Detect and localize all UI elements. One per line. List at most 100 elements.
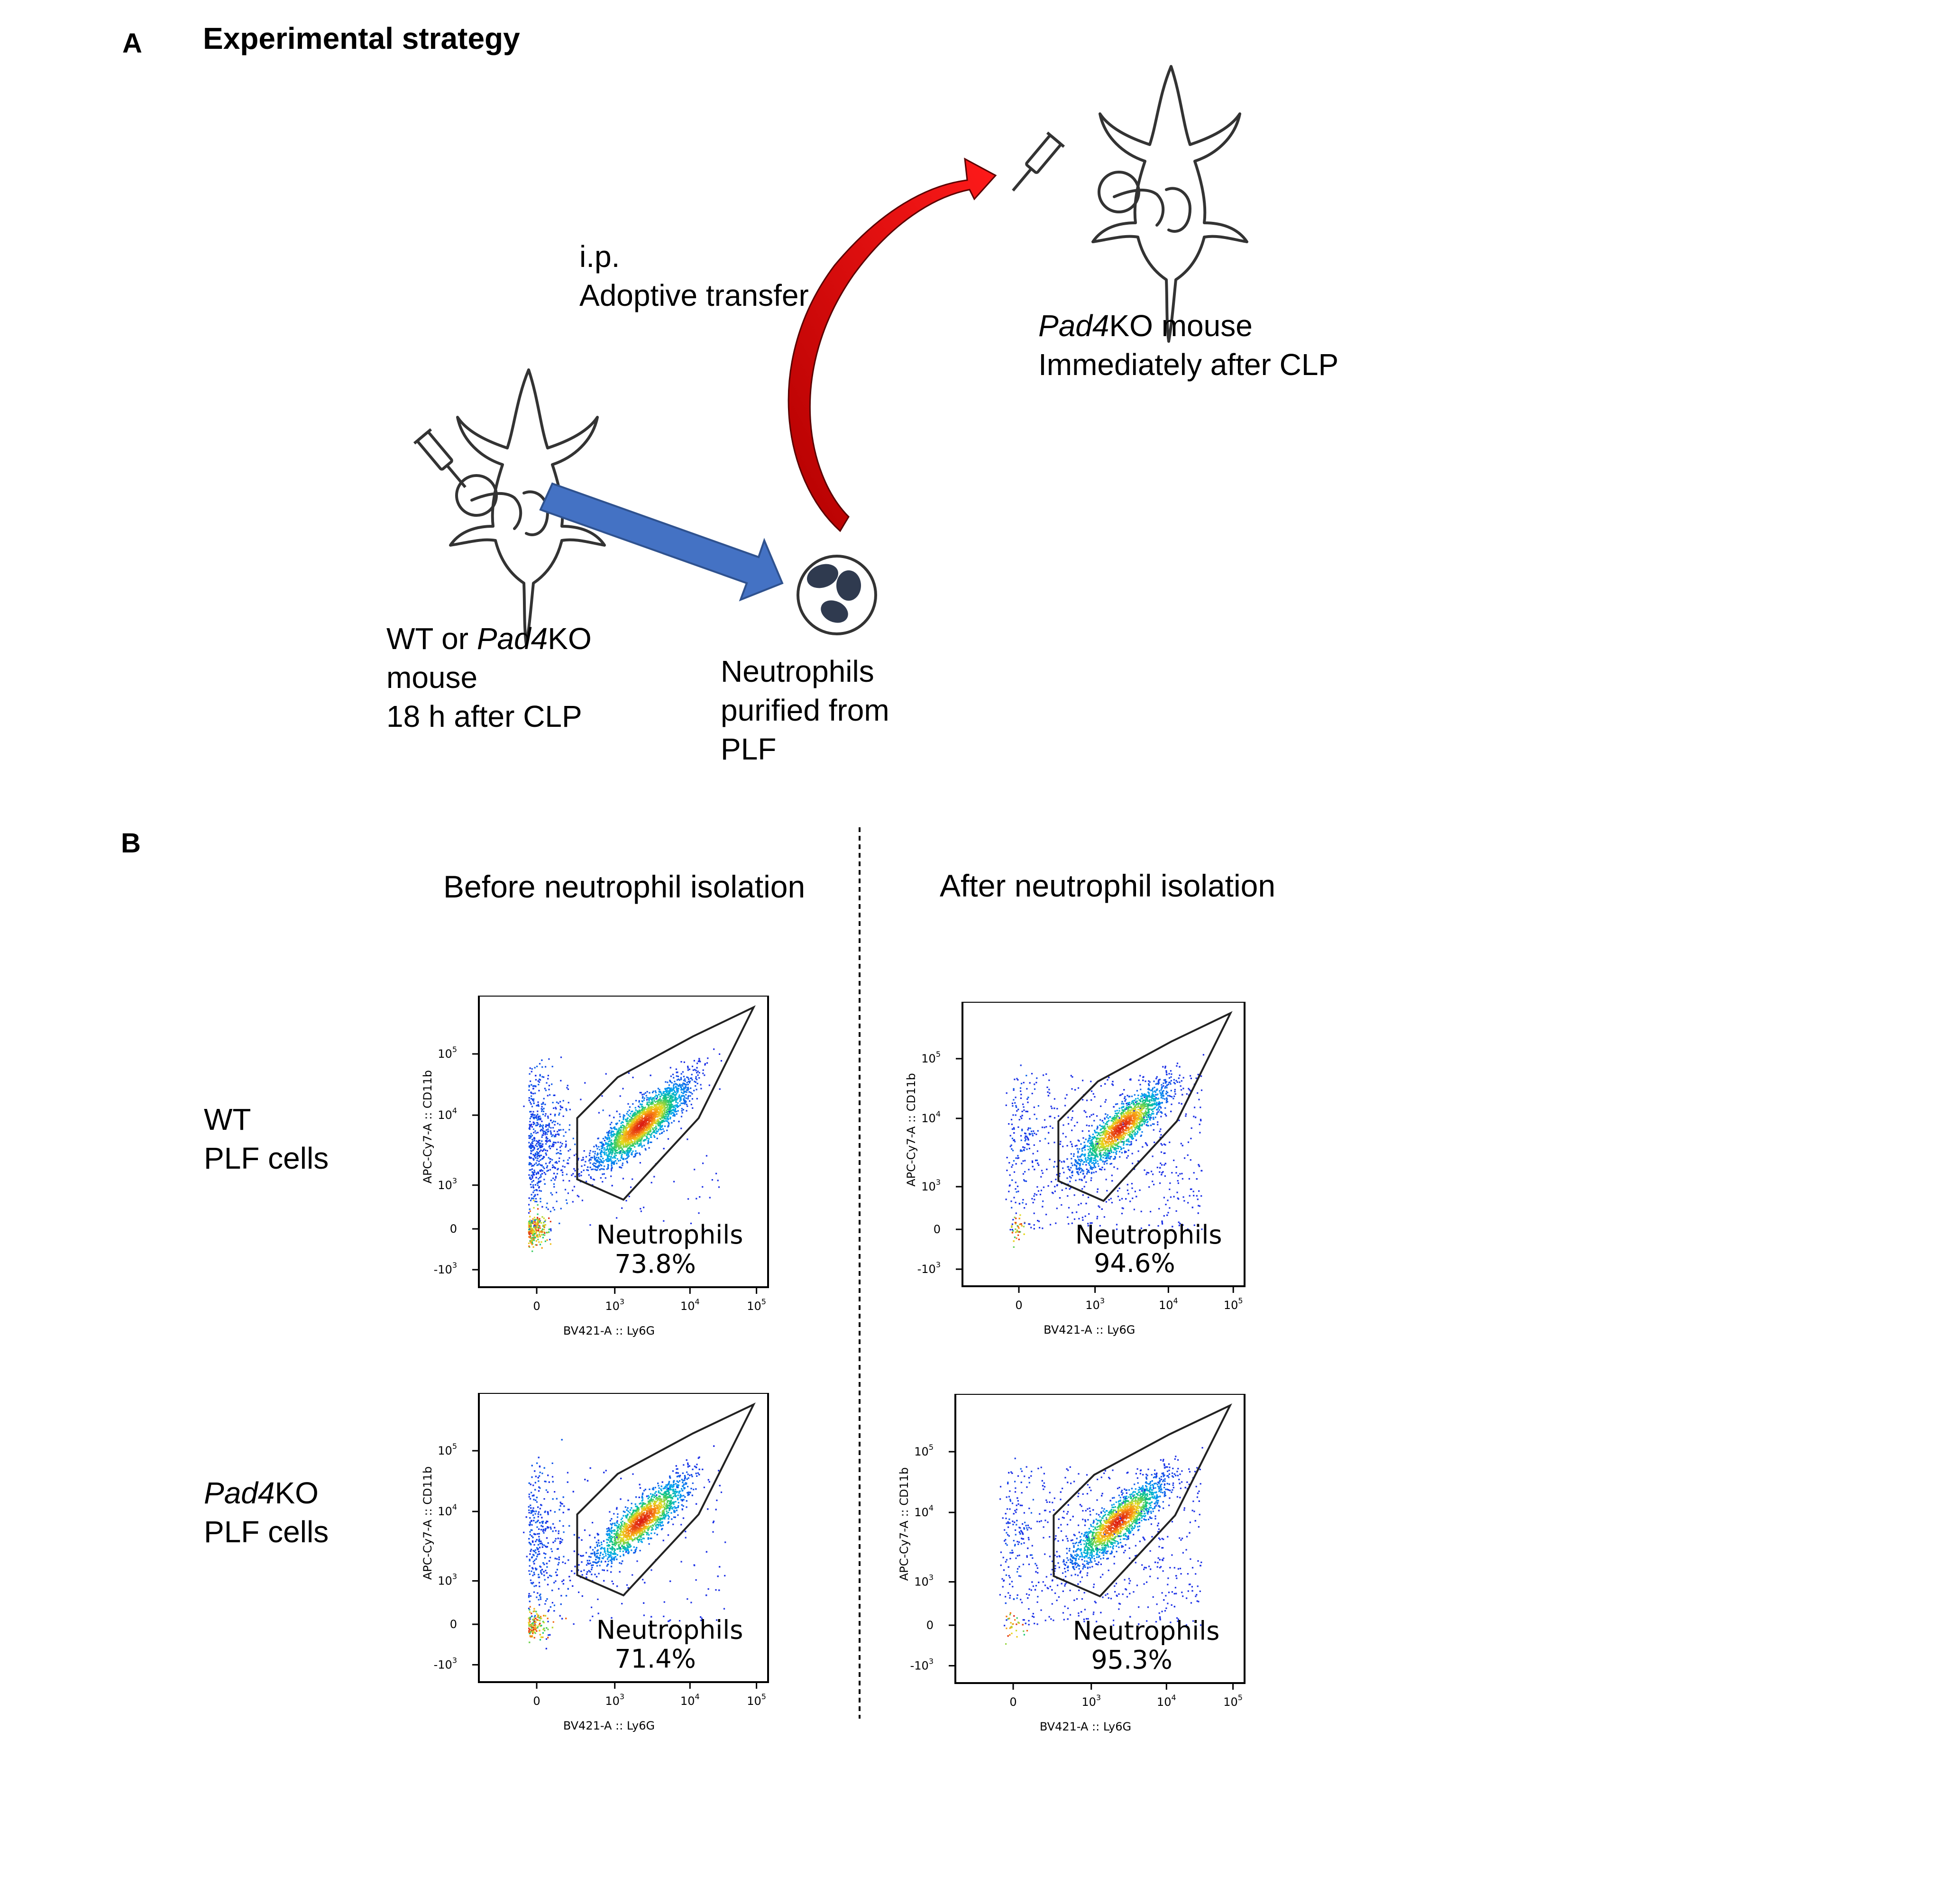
y-tick-label: -103 [917,1260,941,1276]
y-tick-label: 104 [921,1109,941,1125]
x-tick-label: 104 [680,1297,700,1313]
panel-a-title: Experimental strategy [203,21,520,55]
y-tick-label: 105 [438,1442,457,1457]
x-tick-label: 0 [533,1300,540,1313]
recipient-suffix: KO mouse [1109,309,1253,343]
x-tick-label: 0 [533,1694,540,1708]
gate-label: Neutrophils [596,1615,743,1645]
gate-percentage: 71.4% [614,1644,696,1674]
y-tick-label: 105 [438,1045,457,1061]
column-divider [859,827,861,1719]
syringe-icon [1012,131,1065,192]
y-tick-label: 103 [438,1176,457,1192]
y-axis-label: APC-Cy7-A :: CD11b [906,1073,918,1187]
neutrophil-line1: Neutrophils [721,654,874,688]
y-tick-label: 0 [450,1222,457,1236]
y-tick-label: 104 [438,1106,457,1122]
y-tick-label: -103 [434,1261,457,1276]
transfer-route: i.p. [579,239,620,274]
donor-label: WT or Pad4KO mouse 18 h after CLP [386,619,592,736]
recipient-label: Pad4KO mouse Immediately after CLP [1038,306,1338,384]
gate-label: Neutrophils [596,1220,743,1250]
donor-prefix: WT or [386,622,477,656]
recipient-time: Immediately after CLP [1038,348,1339,382]
mouse-icon [1091,65,1248,343]
transfer-text: Adoptive transfer [579,278,809,312]
x-tick-label: 104 [680,1692,700,1708]
y-tick-label: -103 [434,1656,457,1671]
purify-arrow [539,482,784,602]
row-wt-line2: PLF cells [204,1141,329,1175]
plot-dots [523,1439,726,1649]
y-tick-label: 105 [921,1050,941,1065]
y-tick-label: 103 [921,1178,941,1193]
gate-label: Neutrophils [1075,1220,1222,1250]
neutrophil-label: Neutrophils purified from PLF [721,652,889,769]
gate-percentage: 73.8% [614,1249,696,1279]
plot-dots [999,1447,1203,1645]
x-axis-label: BV421-A :: Ly6G [1044,1323,1135,1336]
syringe-icon [413,428,467,488]
x-tick-label: 0 [1015,1299,1022,1312]
x-axis-label: BV421-A :: Ly6G [1040,1720,1131,1733]
y-axis-label: APC-Cy7-A :: CD11b [898,1467,911,1581]
row-ko-suffix: KO [275,1476,319,1510]
y-tick-label: 103 [914,1573,934,1589]
neutrophil-gate [1057,1011,1233,1202]
column-title-before: Before neutrophil isolation [443,869,806,904]
neutrophil-icon [797,555,877,635]
y-tick-label: 105 [914,1443,934,1458]
x-tick-label: 104 [1159,1296,1178,1312]
row-label-pad4ko: Pad4KO PLF cells [204,1474,329,1551]
row-ko-line2: PLF cells [204,1515,329,1549]
donor-line2: mouse [386,660,478,695]
x-tick-label: 105 [1224,1296,1243,1312]
y-tick-label: -103 [910,1657,934,1672]
x-tick-label: 103 [1081,1693,1101,1709]
donor-suffix: KO [548,622,592,656]
x-tick-label: 103 [605,1297,624,1313]
transfer-arrow [788,157,997,532]
y-tick-label: 0 [926,1619,934,1632]
y-tick-label: 0 [450,1618,457,1631]
x-tick-label: 103 [605,1692,624,1708]
recipient-gene: Pad4 [1038,309,1109,343]
y-tick-label: 0 [934,1223,941,1236]
x-tick-label: 103 [1085,1296,1105,1312]
y-tick-label: 104 [438,1502,457,1518]
y-tick-label: 103 [438,1572,457,1588]
neutrophil-line2: purified from [721,693,889,727]
plot-dots [523,1048,723,1252]
panel-a-letter: A [122,28,142,59]
x-tick-label: 105 [747,1297,766,1313]
row-wt-line1: WT [204,1102,251,1136]
y-axis-label: APC-Cy7-A :: CD11b [422,1466,434,1580]
row-label-wt: WT PLF cells [204,1100,329,1178]
neutrophil-gate [1053,1403,1232,1598]
gate-percentage: 95.3% [1091,1645,1172,1675]
x-tick-label: 0 [1009,1695,1017,1709]
neutrophil-gate [576,1402,756,1597]
panel-a-diagram [413,65,1248,646]
column-title-after: After neutrophil isolation [940,868,1276,903]
panel-b-letter: B [121,828,141,859]
neutrophil-line3: PLF [721,732,777,766]
x-tick-label: 105 [1223,1693,1243,1709]
x-axis-label: BV421-A :: Ly6G [563,1324,655,1337]
transfer-label: i.p. Adoptive transfer [579,237,809,315]
donor-gene: Pad4 [476,622,548,656]
y-axis-label: APC-Cy7-A :: CD11b [422,1070,434,1184]
donor-line3: 18 h after CLP [386,699,582,733]
gate-label: Neutrophils [1073,1616,1220,1646]
gate-percentage: 94.6% [1094,1248,1175,1278]
row-ko-gene: Pad4 [204,1476,275,1510]
y-tick-label: 104 [914,1503,934,1519]
neutrophil-gate [576,1005,756,1201]
x-axis-label: BV421-A :: Ly6G [563,1719,655,1732]
x-tick-label: 105 [747,1692,766,1708]
x-tick-label: 104 [1157,1693,1176,1709]
